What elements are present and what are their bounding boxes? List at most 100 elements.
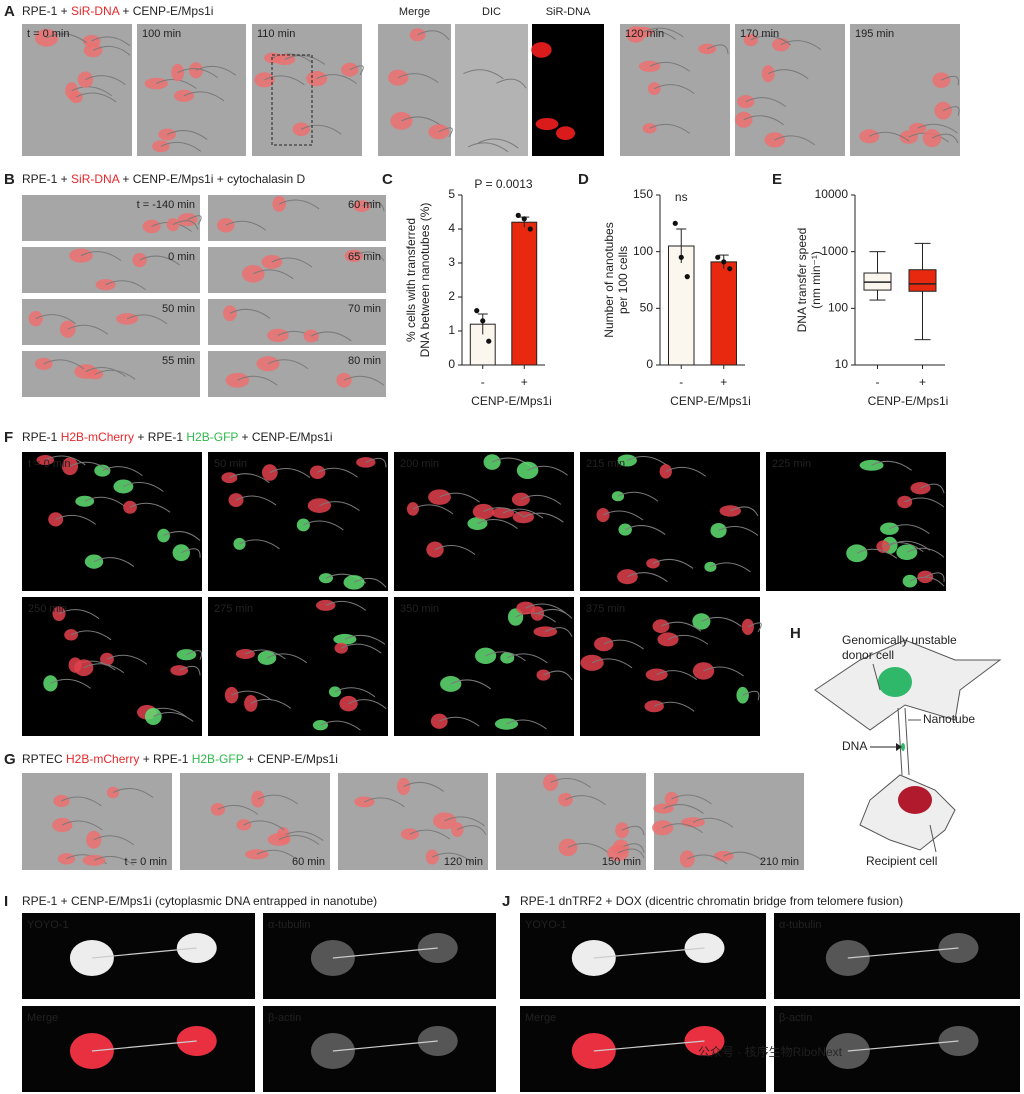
title-part: H2B-GFP	[192, 752, 244, 766]
frame-label: β-actin	[268, 1012, 301, 1024]
cell-process	[94, 369, 136, 380]
cell-process	[671, 794, 712, 805]
cell-nucleus	[94, 464, 111, 477]
cell-nucleus	[166, 218, 180, 232]
micrograph	[263, 913, 496, 999]
y-axis-label: DNA transfer speed	[795, 228, 809, 333]
cell-process	[163, 531, 201, 541]
cell-process	[457, 825, 487, 835]
cell-process	[543, 670, 573, 681]
frame-label: 120 min	[625, 28, 664, 40]
micrograph	[735, 24, 845, 156]
cell-process	[439, 716, 480, 727]
cell-nucleus	[440, 675, 462, 692]
x-tick-label: -	[481, 375, 485, 389]
panel-title: RPE-1 + SiR-DNA + CENP-E/Mps1i	[22, 4, 213, 18]
cell-process	[320, 720, 361, 731]
cell-nucleus	[43, 675, 58, 692]
frame-label: 250 min	[28, 603, 67, 615]
cell-nucleus	[34, 28, 59, 47]
cell-process	[92, 45, 131, 56]
cell-process	[126, 314, 168, 325]
y-tick-label: 2	[448, 289, 455, 303]
x-tick-label: -	[876, 375, 880, 389]
y-tick-label: 150	[633, 187, 653, 201]
zoom-box	[271, 54, 313, 146]
cell-process	[93, 835, 135, 846]
y-tick-label: 0	[646, 357, 653, 371]
frame-label: 80 min	[348, 355, 381, 367]
title-part: RPE-1	[22, 430, 61, 444]
micrograph	[620, 24, 730, 156]
cell-nucleus	[144, 707, 162, 725]
cell-process	[438, 127, 453, 138]
cell-process	[663, 804, 704, 814]
cell-process	[906, 547, 945, 558]
cell-process	[649, 61, 690, 72]
cell-process	[319, 501, 360, 511]
cell-process	[747, 622, 762, 633]
frame-label: t = 0 min	[125, 856, 168, 868]
cell-process	[343, 375, 385, 386]
cell-process	[348, 699, 387, 710]
nanotube	[91, 947, 197, 959]
cell-process	[701, 616, 742, 627]
cell-process	[871, 460, 912, 471]
frame-label: 375 min	[586, 603, 625, 615]
panel-letter: H	[790, 625, 801, 642]
bar	[710, 261, 737, 366]
data-point	[486, 338, 492, 344]
cell-process	[316, 74, 357, 85]
cell-process	[617, 848, 645, 859]
cell-process	[889, 524, 930, 535]
title-part: RPE-1 + CENP-E/Mps1i (cytoplasmic DNA en…	[22, 894, 377, 908]
panel-letter: D	[578, 171, 589, 188]
diagram-label: DNA	[842, 739, 867, 753]
cell-process	[61, 796, 102, 807]
cell-nucleus	[113, 479, 134, 494]
cell-process	[267, 359, 309, 370]
cell-process	[527, 465, 568, 476]
y-axis-label: per 100 cells	[616, 246, 630, 314]
micrograph	[766, 452, 946, 591]
x-axis-label: CENP-E/Mps1i	[868, 394, 949, 408]
cell-nucleus	[713, 850, 734, 862]
data-point	[727, 266, 733, 272]
cell-process	[652, 558, 694, 569]
y-tick-label: 100	[828, 301, 848, 315]
leader	[872, 663, 881, 691]
frame-label: 60 min	[348, 199, 381, 211]
cell-process	[303, 520, 344, 531]
cell-process	[643, 27, 684, 38]
bar	[511, 221, 538, 366]
data-point	[721, 259, 727, 265]
cell-process	[70, 630, 112, 641]
frame-label: 50 min	[162, 303, 195, 315]
cell-process	[439, 492, 480, 503]
title-part: H2B-mCherry	[66, 752, 139, 766]
cell-process	[931, 133, 959, 144]
dna	[901, 743, 905, 751]
cell-process	[621, 825, 645, 836]
cell-process	[550, 777, 591, 788]
cell-process	[264, 75, 305, 86]
data-point	[527, 226, 533, 232]
micrograph	[520, 913, 766, 999]
cell-nucleus	[764, 132, 786, 148]
title-part: H2B-mCherry	[61, 430, 134, 444]
cell-process	[91, 36, 131, 47]
nanotube	[847, 1040, 959, 1052]
panel-letter: C	[382, 171, 393, 188]
diagram-label: Nanotube	[923, 712, 975, 726]
data-point	[515, 212, 521, 218]
frame-label: t = 0 min	[28, 458, 71, 470]
cell-nucleus	[343, 575, 365, 590]
cell-process	[485, 651, 526, 662]
cell-process	[278, 835, 320, 845]
cell-process	[278, 199, 320, 210]
cell-process	[166, 130, 208, 140]
cell-process	[112, 788, 154, 798]
cell-process	[83, 663, 125, 674]
cell-nucleus	[64, 629, 78, 641]
cell-process	[654, 84, 695, 95]
